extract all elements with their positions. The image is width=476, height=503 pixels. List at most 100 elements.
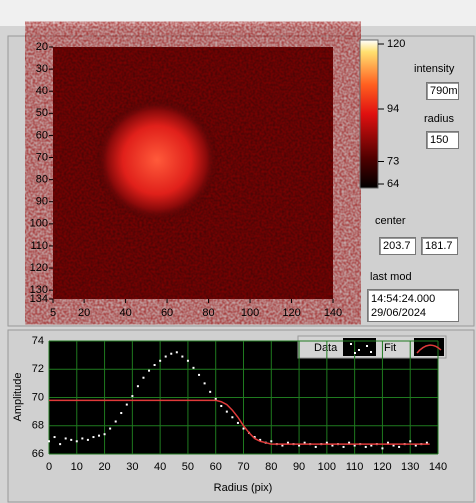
- legend-label: Fit: [384, 342, 396, 354]
- x-tick-label: 70: [237, 461, 249, 473]
- y-tick-label: 40: [36, 85, 48, 97]
- y-tick-label: 70: [36, 151, 48, 163]
- y-tick-label: 90: [36, 196, 48, 208]
- data-point: [153, 364, 156, 367]
- y-tick-label: 72: [32, 363, 44, 375]
- y-tick-label: 70: [32, 391, 44, 403]
- data-point: [48, 440, 50, 443]
- data-point: [131, 395, 134, 398]
- legend-data-sample: [366, 345, 368, 347]
- data-point: [164, 355, 167, 358]
- data-point: [370, 444, 373, 447]
- data-point: [186, 359, 189, 362]
- x-tick-label: 20: [98, 461, 110, 473]
- data-point: [114, 420, 117, 423]
- indicator: 181.7: [421, 237, 458, 255]
- date: 29/06/2024: [371, 307, 427, 319]
- data-point: [348, 441, 351, 444]
- data-point: [209, 390, 212, 393]
- data-point: [231, 416, 234, 419]
- x-tick-label: 80: [202, 307, 214, 319]
- legend-fit-sample: [416, 344, 442, 354]
- data-point: [148, 369, 151, 372]
- data-point: [81, 437, 84, 440]
- legend-fit-swatch: [414, 338, 444, 356]
- x-tick-label: 40: [154, 461, 166, 473]
- y-tick-label: 110: [30, 240, 48, 252]
- y-tick-label: 30: [36, 63, 48, 75]
- data-point: [59, 443, 62, 446]
- legend-data-swatch: [343, 338, 376, 356]
- legend-data-sample: [350, 343, 352, 345]
- data-point: [414, 444, 417, 447]
- label: radius: [424, 113, 454, 125]
- x-tick-label: 90: [293, 461, 305, 473]
- data-point: [398, 445, 401, 448]
- data-point: [75, 440, 78, 443]
- data-point: [203, 382, 206, 385]
- colorbar-tick-label: 94: [387, 103, 399, 115]
- y-tick-label: 20: [36, 41, 48, 53]
- data-point: [425, 441, 428, 444]
- data-point: [103, 433, 106, 436]
- data-point: [314, 445, 317, 448]
- data-point: [136, 385, 139, 388]
- x-tick-label: 130: [401, 461, 419, 473]
- data-point: [298, 444, 301, 447]
- x-tick-label: 140: [324, 307, 342, 319]
- data-point: [325, 441, 328, 444]
- data-point: [225, 410, 228, 413]
- indicator: 150: [426, 131, 459, 149]
- data-point: [364, 445, 367, 448]
- data-point: [98, 434, 101, 437]
- heatmap-spot: [53, 47, 333, 299]
- label: center: [375, 215, 406, 227]
- y-tick-label: 120: [30, 262, 48, 274]
- x-tick-label: 0: [46, 461, 52, 473]
- data-point: [253, 436, 256, 439]
- data-point: [409, 440, 412, 443]
- x-tick-label: 100: [318, 461, 336, 473]
- indicator: 14:54:24.000 29/06/2024: [367, 289, 459, 322]
- data-point: [86, 438, 89, 441]
- data-point: [242, 427, 245, 430]
- y-tick-label: 130: [30, 284, 48, 296]
- data-point: [159, 359, 162, 362]
- data-point: [192, 366, 195, 369]
- data-point: [303, 441, 306, 444]
- x-tick-label: 5: [50, 307, 56, 319]
- data-point: [170, 352, 173, 355]
- x-axis-label: Radius (pix): [214, 482, 273, 494]
- y-tick-label: 66: [32, 448, 44, 460]
- data-point: [181, 355, 184, 358]
- data-point: [125, 403, 128, 406]
- x-tick-label: 60: [210, 461, 222, 473]
- data-point: [392, 444, 395, 447]
- label: intensity: [414, 63, 455, 75]
- x-tick-label: 60: [161, 307, 173, 319]
- x-tick-label: 120: [373, 461, 391, 473]
- data-point: [331, 444, 334, 447]
- y-tick-label: 68: [32, 420, 44, 432]
- data-point: [120, 412, 123, 415]
- data-point: [381, 447, 384, 450]
- x-tick-label: 100: [241, 307, 259, 319]
- colorbar-tick-label: 120: [387, 38, 405, 50]
- legend-data-sample: [354, 352, 356, 354]
- colorbar-tick-label: 73: [387, 155, 399, 167]
- indicator: 203.7: [379, 237, 416, 255]
- y-tick-label: 100: [30, 218, 48, 230]
- x-tick-label: 30: [126, 461, 138, 473]
- fit-line: [49, 399, 430, 445]
- x-tick-label: 50: [182, 461, 194, 473]
- y-tick-label: 50: [36, 107, 48, 119]
- data-point: [64, 437, 67, 440]
- data-point: [109, 427, 112, 430]
- data-point: [236, 421, 239, 424]
- x-tick-label: 10: [71, 461, 83, 473]
- data-point: [198, 373, 201, 376]
- data-point: [92, 436, 95, 439]
- y-tick-label: 74: [32, 335, 44, 347]
- title-strip: [0, 0, 476, 26]
